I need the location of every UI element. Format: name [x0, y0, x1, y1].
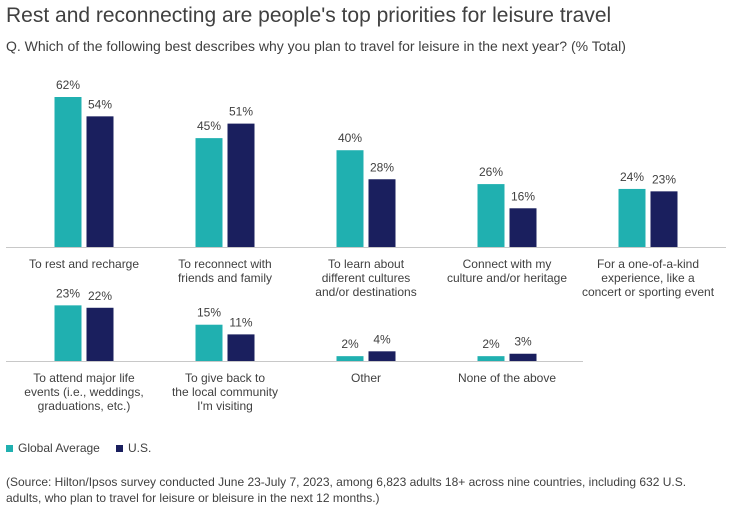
category-label-line: Other: [351, 371, 381, 385]
category-label-line: the local community: [172, 385, 278, 399]
bar-us: [509, 353, 537, 361]
category-label: Other: [351, 371, 381, 385]
data-label: 23%: [56, 286, 80, 300]
data-label: 15%: [197, 306, 221, 320]
bar-us: [86, 116, 114, 248]
bar-global-average: [336, 356, 364, 361]
data-label: 11%: [229, 315, 252, 329]
category-label-line: different cultures: [322, 271, 411, 285]
category-label: For a one-of-a-kind experience, like a con…: [582, 257, 715, 299]
category-label-line: events (i.e., weddings,: [24, 385, 143, 399]
data-label: 3%: [514, 335, 532, 349]
legend-swatch-us: [116, 444, 123, 452]
bar-global-average: [195, 138, 223, 247]
bar-global-average: [195, 324, 223, 361]
category-label-line: culture and/or heritage: [447, 271, 567, 285]
data-label: 28%: [370, 160, 394, 174]
data-label: 24%: [620, 170, 644, 184]
category-label: Connect with my culture and/or heritage: [447, 257, 567, 285]
category-label-line: To attend major life: [33, 371, 135, 385]
bar-global-average: [477, 184, 505, 247]
bar-us: [650, 191, 678, 247]
category-label-line: For a one-of-a-kind: [597, 257, 699, 271]
bar-us: [227, 334, 255, 361]
legend-swatch-global: [6, 444, 13, 452]
data-label: 51%: [229, 105, 253, 119]
bar-global-average: [54, 97, 82, 247]
data-label: 40%: [338, 131, 362, 145]
data-label: 45%: [197, 119, 221, 133]
data-label: 23%: [652, 172, 676, 186]
legend-item-us: U.S.: [116, 441, 151, 455]
legend-label-global: Global Average: [18, 441, 100, 455]
category-label: To learn about different cultures and/or d…: [315, 257, 416, 299]
bar-us: [368, 179, 396, 247]
source-note: (Source: Hilton/Ipsos survey conducted J…: [6, 475, 687, 505]
bar-us: [86, 307, 114, 361]
category-label-line: To learn about: [328, 257, 405, 271]
bar-us: [227, 123, 255, 247]
data-label: 62%: [56, 78, 80, 92]
chart-subtitle: Q. Which of the following best describes…: [6, 38, 626, 54]
category-label-line: To give back to: [185, 371, 265, 385]
data-label: 2%: [341, 337, 359, 351]
bar-us: [509, 208, 537, 247]
category-label-line: None of the above: [458, 371, 556, 385]
category-label-line: To rest and recharge: [29, 257, 139, 271]
category-label-line: experience, like a: [601, 271, 695, 285]
category-label-line: concert or sporting event: [582, 285, 715, 299]
legend-label-us: U.S.: [128, 441, 152, 455]
data-label: 2%: [482, 337, 500, 351]
data-label: 4%: [373, 332, 391, 346]
category-label-line: I'm visiting: [197, 399, 253, 413]
data-label: 16%: [511, 189, 535, 203]
bar-global-average: [54, 305, 82, 361]
data-label: 22%: [88, 289, 112, 303]
category-label-line: graduations, etc.): [38, 399, 131, 413]
category-label-line: To reconnect with: [178, 257, 271, 271]
data-label: 26%: [479, 165, 503, 179]
category-label: To reconnect with friends and family: [178, 257, 272, 285]
category-label: To rest and recharge: [29, 257, 139, 271]
category-label-line: friends and family: [178, 271, 272, 285]
data-label: 54%: [88, 97, 112, 111]
legend-item-global: Global Average: [6, 441, 100, 455]
chart-title: Rest and reconnecting are people's top p…: [6, 4, 612, 27]
bar-global-average: [618, 188, 646, 247]
category-label: None of the above: [458, 371, 556, 385]
category-label-line: and/or destinations: [315, 285, 416, 299]
category-label-line: Connect with my: [463, 257, 552, 271]
category-label: To give back to the local community I'm vi…: [172, 371, 278, 413]
category-label: To attend major life events (i.e., weddin…: [24, 371, 143, 413]
bar-us: [368, 351, 396, 361]
bar-global-average: [336, 150, 364, 247]
bar-global-average: [477, 356, 505, 361]
